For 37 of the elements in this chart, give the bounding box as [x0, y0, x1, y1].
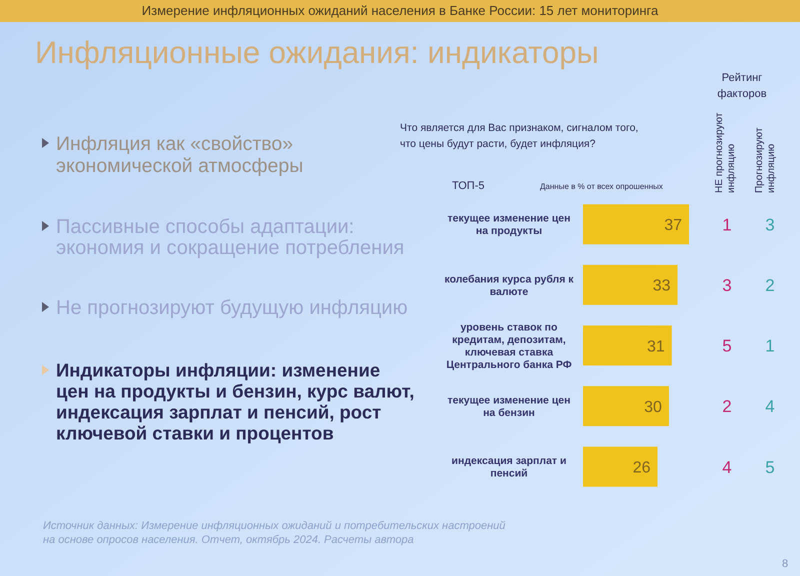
data-label: 33	[652, 278, 671, 295]
y-tick-label: колебания курса рубля к валюте	[444, 273, 574, 298]
y-tick-label: текущее изменение цен на бензин	[448, 394, 570, 420]
text: Измерение инфляционных ожиданий населения в Банке России: 15 лет мониторинга	[142, 3, 659, 18]
bar	[583, 326, 672, 366]
data-label: 30	[644, 398, 662, 416]
data-label: 31	[647, 338, 665, 356]
text: 4	[765, 397, 775, 416]
text: Индикаторы инфляции: изменение цен на продукты и бензин, курс валют, индексация зарплат и пенсий, рост ключевой ставки и процентов	[56, 359, 414, 444]
data-label: 26	[632, 459, 651, 476]
text: 3	[722, 276, 732, 296]
bar	[583, 386, 669, 426]
bar	[583, 204, 689, 244]
text: 5	[722, 336, 732, 356]
bar	[583, 264, 678, 305]
text: 2	[722, 397, 732, 416]
text: ТОП-5	[452, 180, 484, 192]
text: 8	[782, 558, 788, 570]
text: Источник данных: Измерение инфляционных ожиданий и потребительских настроений на основе опросов населения. Отчет, октябрь 2024. Расчеты автора	[43, 520, 506, 546]
bar	[583, 446, 658, 487]
text: 1	[722, 215, 732, 234]
y-tick-label: уровень ставок по кредитам, депозитам, ключевая ставка Центрального банка РФ	[446, 321, 572, 371]
text: 5	[765, 458, 775, 477]
text: НЕ прогнозируют инфляцию	[714, 112, 737, 193]
text: Инфляционные ожидания: индикаторы	[35, 35, 599, 70]
chart-subtitle: Что является для Вас признаком, сигналом того, что цены будут расти, будет инфляция?	[400, 122, 638, 150]
text: 1	[765, 336, 775, 356]
text: Инфляция как «свойство» экономической атмосферы	[56, 132, 304, 177]
y-tick-label: текущее изменение цен на продукты	[448, 212, 570, 238]
text: Рейтинг факторов	[717, 72, 767, 100]
y-tick-label: индексация зарплат и пенсий	[452, 455, 566, 480]
text: 3	[765, 215, 775, 234]
text: Данные в % от всех опрошенных	[540, 182, 663, 191]
data-label: 37	[664, 217, 682, 234]
text: Прогнозируют инфляцию	[754, 127, 777, 193]
text: 2	[765, 276, 775, 296]
text: 4	[722, 458, 732, 477]
